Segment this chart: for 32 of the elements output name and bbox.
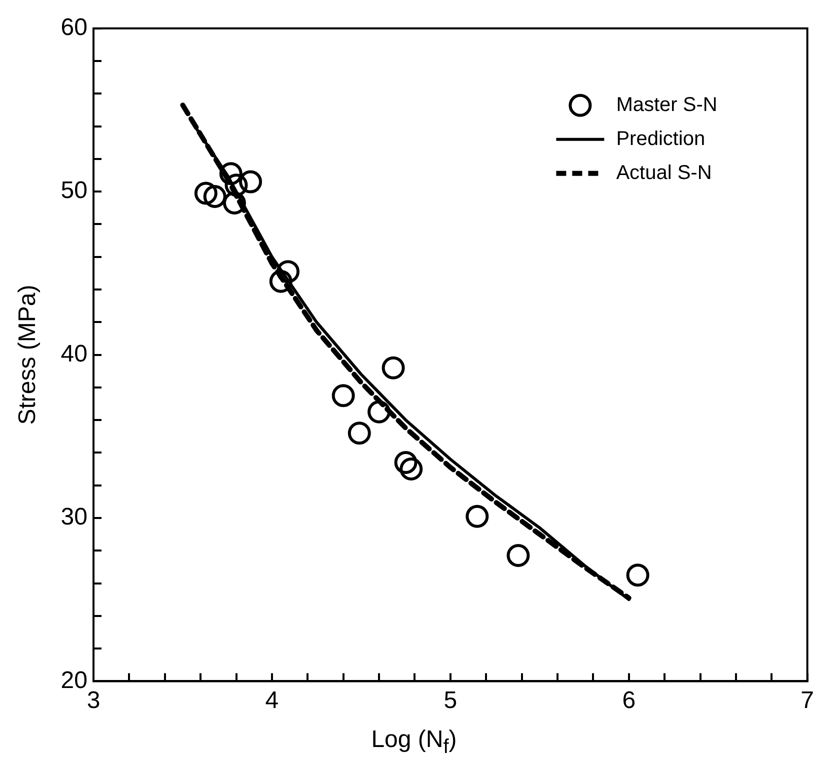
y-axis-title: Stress (MPa): [14, 284, 42, 425]
point: [224, 174, 248, 197]
point: [368, 400, 391, 424]
x-tick-label: 3: [86, 687, 100, 714]
y-tick-label: 50: [60, 177, 88, 204]
legend-label: Prediction: [616, 128, 706, 150]
y-tick-label: 30: [60, 504, 88, 531]
point: [269, 270, 292, 293]
point: [382, 356, 405, 380]
point: [394, 451, 418, 474]
y-tick-label: 20: [60, 666, 88, 694]
legend-label: Actual S-N: [616, 162, 712, 184]
point: [466, 504, 489, 528]
x-tick-label: 7: [800, 687, 814, 714]
point: [506, 544, 530, 568]
point: [400, 458, 423, 481]
y-tick-label: 60: [60, 14, 88, 42]
point: [276, 260, 300, 284]
point: [194, 182, 218, 205]
x-tick-label: 6: [622, 687, 636, 714]
x-tick-label: 5: [444, 687, 458, 714]
point: [332, 384, 355, 408]
point: [222, 192, 246, 215]
point: [239, 170, 262, 194]
point: [219, 162, 242, 186]
point: [626, 564, 650, 587]
y-tick-label: 40: [60, 340, 88, 368]
legend-label: Master S-N: [616, 94, 718, 116]
point: [203, 184, 226, 208]
point: [348, 422, 371, 445]
x-axis-title: Log (N$_{f}$): [370, 726, 458, 759]
x-tick-label: 4: [265, 687, 279, 714]
